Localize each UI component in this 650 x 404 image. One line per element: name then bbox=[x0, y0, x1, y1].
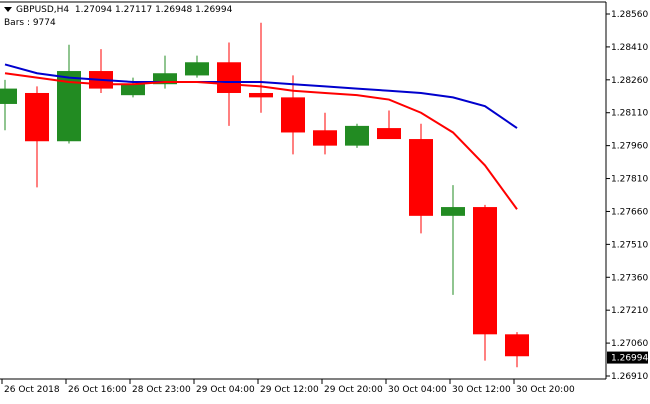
chart-header: GBPUSD,H4 1.27094 1.27117 1.26948 1.2699… bbox=[4, 4, 232, 30]
price-tick-label: 1.28560 bbox=[611, 10, 648, 20]
price-tick-label: 1.28410 bbox=[611, 43, 648, 53]
candle-body bbox=[185, 62, 209, 76]
candle-body bbox=[313, 130, 337, 146]
candle-body bbox=[153, 73, 177, 85]
price-tick-label: 1.28260 bbox=[611, 76, 648, 86]
moving-average-fast-line bbox=[4, 72, 518, 210]
header-line-1: GBPUSD,H4 1.27094 1.27117 1.26948 1.2699… bbox=[4, 4, 232, 17]
time-tick-label: 30 Oct 20:00 bbox=[516, 385, 575, 395]
candle-body bbox=[345, 125, 369, 146]
price-tick-label: 1.27510 bbox=[611, 240, 648, 250]
candle-body bbox=[0, 88, 17, 104]
candle-body bbox=[121, 84, 145, 96]
price-tick-label: 1.27810 bbox=[611, 175, 648, 185]
candle-body bbox=[409, 139, 433, 216]
candle-body bbox=[217, 62, 241, 93]
price-tick-label: 1.27660 bbox=[611, 207, 648, 217]
price-tick-label: 1.27360 bbox=[611, 273, 648, 283]
price-tick-label: 1.27060 bbox=[611, 339, 648, 349]
symbol-label: GBPUSD,H4 bbox=[16, 5, 70, 15]
candle-body bbox=[473, 207, 497, 335]
candle-body bbox=[249, 92, 273, 98]
candle-body bbox=[441, 207, 465, 216]
time-tick-label: 26 Oct 2018 bbox=[4, 385, 60, 395]
candle-body bbox=[505, 334, 529, 357]
time-tick-label: 26 Oct 16:00 bbox=[68, 385, 127, 395]
price-tick-label: 1.26910 bbox=[611, 372, 648, 382]
price-tick-label: 1.27210 bbox=[611, 306, 648, 316]
price-tick-label: 1.27960 bbox=[611, 142, 648, 152]
time-tick-label: 29 Oct 04:00 bbox=[196, 385, 255, 395]
current-price-label: 1.26994 bbox=[611, 354, 648, 364]
moving-average-slow-line bbox=[4, 63, 518, 129]
current-price-box bbox=[607, 351, 648, 364]
time-tick-label: 29 Oct 12:00 bbox=[260, 385, 319, 395]
candle-body bbox=[281, 97, 305, 133]
dropdown-triangle-icon[interactable] bbox=[4, 7, 12, 12]
time-tick-label: 29 Oct 20:00 bbox=[324, 385, 383, 395]
ohlc-values: 1.27094 1.27117 1.26948 1.26994 bbox=[74, 5, 233, 15]
candle-body bbox=[377, 128, 401, 140]
price-tick-label: 1.28110 bbox=[611, 109, 648, 119]
candle-body bbox=[25, 92, 49, 142]
time-tick-label: 30 Oct 04:00 bbox=[388, 385, 447, 395]
time-tick-label: 28 Oct 23:00 bbox=[132, 385, 191, 395]
bars-count: Bars : 9774 bbox=[4, 18, 56, 28]
time-tick-label: 30 Oct 12:00 bbox=[452, 385, 511, 395]
